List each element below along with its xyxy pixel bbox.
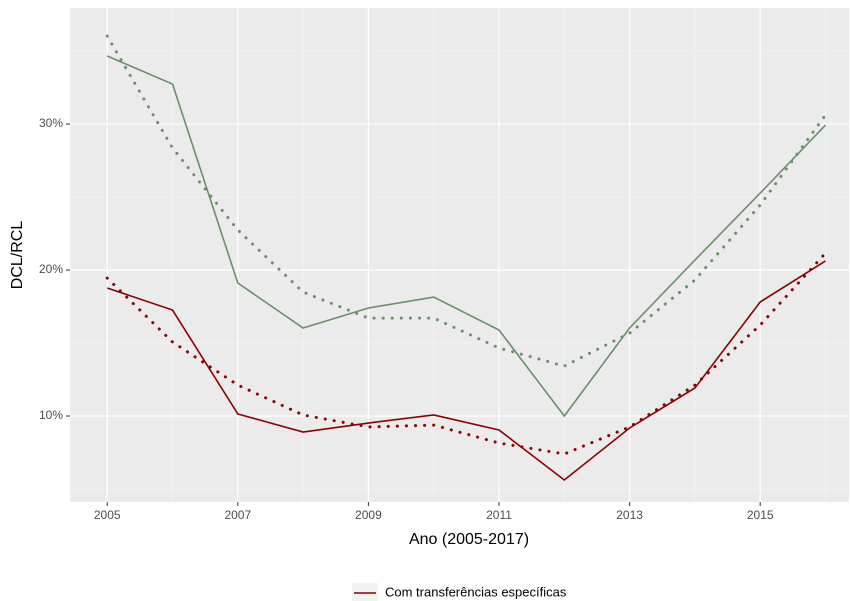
series-line	[105, 34, 827, 368]
y-axis-title: DCL/RCL	[9, 221, 26, 290]
series-line	[106, 260, 826, 481]
series-line	[106, 55, 827, 418]
legend-label: Com transferências específicas	[385, 584, 567, 599]
legend-key	[352, 583, 378, 601]
x-tick-label: 2009	[355, 508, 382, 522]
x-tick-label: 2007	[224, 508, 251, 522]
x-axis-title: Ano (2005-2017)	[409, 531, 529, 548]
y-tick-label: 30%	[39, 116, 63, 130]
x-tick-label: 2011	[486, 508, 512, 522]
x-tick-label: 2005	[94, 508, 121, 522]
panel	[70, 8, 849, 502]
x-tick-label: 2013	[616, 508, 643, 522]
y-tick-label: 20%	[39, 262, 63, 276]
y-tick-label: 10%	[39, 408, 63, 422]
x-tick-label: 2015	[747, 508, 774, 522]
